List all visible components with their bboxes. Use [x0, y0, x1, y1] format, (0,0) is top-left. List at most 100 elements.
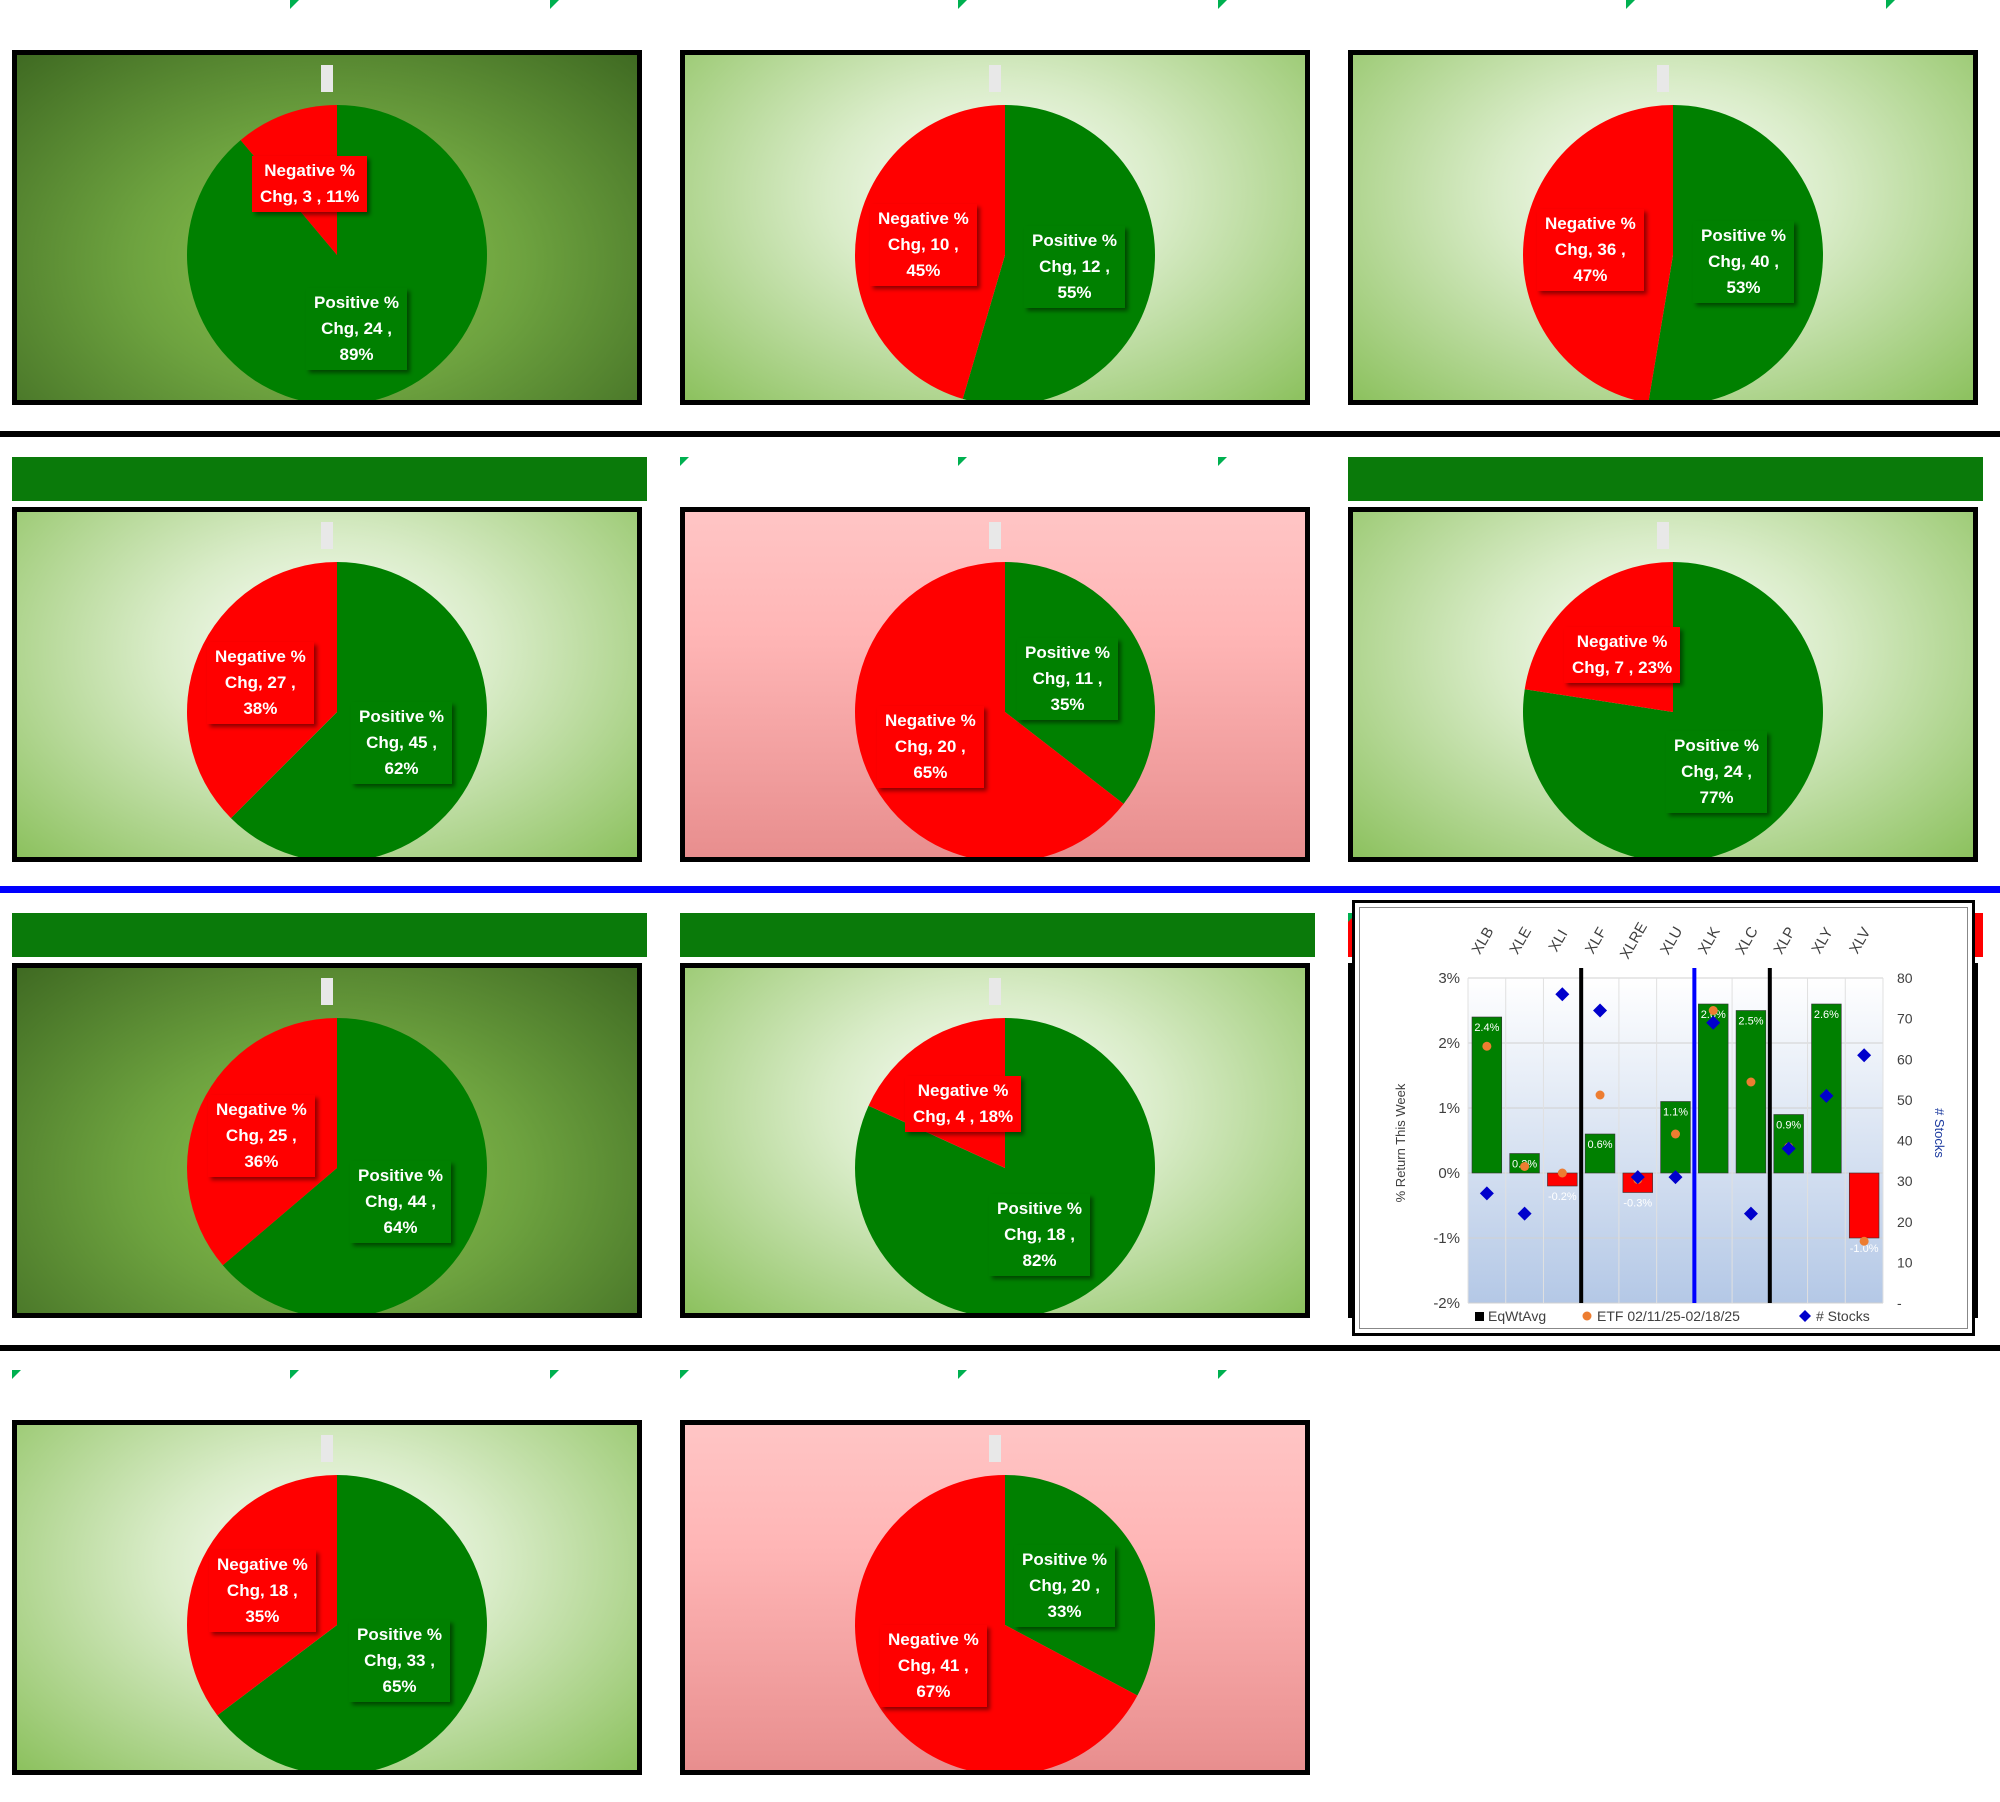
- pie-title: [685, 522, 1305, 549]
- etf-dot: [1671, 1129, 1680, 1139]
- legend-marker-etf: [1582, 1311, 1592, 1321]
- pie-label-positive: Positive % Chg, 45 , 62%: [351, 702, 453, 784]
- cell-comment-marker: [1886, 0, 1895, 9]
- pie-label-positive: Positive % Chg, 11 , 35%: [1017, 638, 1119, 720]
- pie-label-positive: Positive % Chg, 12 , 55%: [1024, 226, 1126, 308]
- pie-label-positive: Positive % Chg, 24 , 77%: [1666, 731, 1768, 813]
- combo-chart-svg: 2.4%0.3%-0.2%0.6%-0.3%1.1%2.6%2.5%0.9%2.…: [1393, 920, 1947, 1324]
- bar-eqwtavg: [1848, 1172, 1880, 1239]
- pie-label-line: Positive %: [358, 1166, 444, 1185]
- stock-count-diamond: [1517, 1206, 1532, 1221]
- stock-count-diamond: [1743, 1206, 1758, 1221]
- pie-label-positive: Positive % Chg, 18 , 82%: [989, 1194, 1091, 1276]
- category-label: XLI: [1545, 927, 1571, 955]
- cell-comment-marker: [1218, 0, 1227, 9]
- stock-count-diamond: [1781, 1141, 1796, 1156]
- y2-tick-label: 20: [1897, 1214, 1913, 1230]
- category-label: XLB: [1469, 924, 1498, 957]
- sector-header-xlc: [680, 913, 1315, 957]
- legend-marker-eqwtavg: [1475, 1312, 1484, 1321]
- pie-label-line: Chg, 25 ,: [225, 1126, 297, 1145]
- bar-data-label: 2.5%: [1738, 1016, 1763, 1028]
- cell-comment-marker: [290, 1370, 299, 1379]
- pie-title-text: [321, 522, 333, 549]
- pie-label-negative: Negative % Chg, 36 , 47%: [1537, 209, 1644, 291]
- pie-label-line: 53%: [1726, 278, 1761, 297]
- sector-return-combo-chart: 2.4%0.3%-0.2%0.6%-0.3%1.1%2.6%2.5%0.9%2.…: [1352, 900, 1975, 1336]
- pie-panel-xlv: Positive % Chg, 20 , 33% Negative % Chg, 41 …: [680, 1420, 1310, 1775]
- pie-label-line: Chg, 11 ,: [1032, 669, 1103, 688]
- pie-label-line: Positive %: [359, 707, 445, 726]
- row-divider-2: [0, 886, 2000, 893]
- pie-label-line: Chg, 4 , 18%: [913, 1107, 1014, 1126]
- sector-header-xlu: [1348, 457, 1983, 501]
- etf-dot: [1482, 1041, 1492, 1051]
- cell-comment-marker: [1626, 0, 1635, 9]
- pie-title: [17, 1435, 637, 1462]
- cell-comment-marker: [680, 457, 689, 466]
- pie-label-line: Chg, 40 ,: [1708, 252, 1779, 271]
- pie-label-line: Chg, 44 ,: [365, 1192, 436, 1211]
- pie-title-text: [989, 978, 1001, 1005]
- bar-data-label: 0.9%: [1776, 1120, 1801, 1132]
- stock-count-diamond: [1479, 1186, 1494, 1201]
- sector-header-xlv: [680, 1370, 1315, 1414]
- category-label: XLF: [1582, 925, 1610, 957]
- pie-title-text: [321, 65, 333, 92]
- cell-comment-marker: [12, 1370, 21, 1379]
- pie-label-line: Chg, 36 ,: [1554, 240, 1626, 259]
- category-label: XLY: [1808, 925, 1836, 957]
- pie-label-negative: Negative % Chg, 3 , 11%: [252, 156, 368, 212]
- sector-header-xli: [1348, 0, 1983, 44]
- bar-eqwtavg: [1735, 1010, 1767, 1174]
- pie-title-text: [1657, 65, 1669, 92]
- pie-title: [685, 65, 1305, 92]
- pie-panel-xlc: Positive % Chg, 18 , 82% Negative % Chg, 4 ,…: [680, 963, 1310, 1318]
- pie-title: [685, 1435, 1305, 1462]
- y-tick-label: 3%: [1438, 970, 1460, 987]
- pie-label-line: Negative %: [264, 161, 355, 180]
- pie-label-line: Negative %: [215, 647, 306, 666]
- pie-chart: [855, 1475, 1155, 1770]
- stock-count-diamond: [1819, 1088, 1834, 1103]
- pie-title-text: [989, 65, 1001, 92]
- pie-label-line: Negative %: [1545, 214, 1636, 233]
- sector-header-xlf: [12, 457, 647, 501]
- pie-label-positive: Positive % Chg, 20 , 33%: [1014, 1545, 1116, 1627]
- pie-label-line: Chg, 12 ,: [1039, 257, 1110, 276]
- pie-label-line: Chg, 27 ,: [224, 673, 296, 692]
- legend-label: # Stocks: [1816, 1308, 1870, 1324]
- pie-label-line: 67%: [916, 1682, 951, 1701]
- pie-label-positive: Positive % Chg, 24 , 89%: [306, 288, 408, 370]
- bar-eqwtavg: [1698, 1003, 1729, 1174]
- y2-tick-label: -: [1897, 1295, 1902, 1311]
- y2-axis-title: # Stocks: [1932, 1108, 1947, 1158]
- bar-data-label: -0.3%: [1623, 1198, 1652, 1210]
- pie-label-line: Positive %: [1022, 1550, 1108, 1569]
- stock-count-diamond: [1630, 1170, 1645, 1185]
- pie-panel-xle: Positive % Chg, 12 , 55% Negative % Chg, 10 …: [680, 50, 1310, 405]
- cell-comment-marker: [680, 1370, 689, 1379]
- bar-eqwtavg: [1471, 1016, 1503, 1174]
- y-tick-label: 0%: [1438, 1165, 1460, 1182]
- pie-label-line: 64%: [383, 1218, 418, 1237]
- pie-label-line: 33%: [1047, 1602, 1082, 1621]
- y-axis-title: % Return This Week: [1393, 1083, 1408, 1202]
- pie-label-line: 38%: [243, 699, 278, 718]
- pie-title: [17, 65, 637, 92]
- pie-label-negative: Negative % Chg, 25 , 36%: [208, 1095, 315, 1177]
- row-divider-1: [0, 431, 2000, 437]
- pie-label-line: Chg, 24 ,: [321, 319, 392, 338]
- stock-count-diamond: [1668, 1170, 1683, 1185]
- pie-label-positive: Positive % Chg, 44 , 64%: [350, 1161, 452, 1243]
- pie-panel-xlk: Positive % Chg, 44 , 64% Negative % Chg, 25 …: [12, 963, 642, 1318]
- pie-title-text: [989, 522, 1001, 549]
- stock-count-diamond: [1593, 1003, 1608, 1018]
- pie-panel-xly: Positive % Chg, 33 , 65% Negative % Chg, 18 …: [12, 1420, 642, 1775]
- pie-label-line: Chg, 45 ,: [366, 733, 437, 752]
- y2-tick-label: 80: [1897, 970, 1913, 986]
- etf-dot: [1859, 1236, 1869, 1246]
- pie-title: [17, 522, 637, 549]
- pie-label-line: Positive %: [997, 1199, 1083, 1218]
- pie-label-line: Chg, 18 ,: [226, 1581, 298, 1600]
